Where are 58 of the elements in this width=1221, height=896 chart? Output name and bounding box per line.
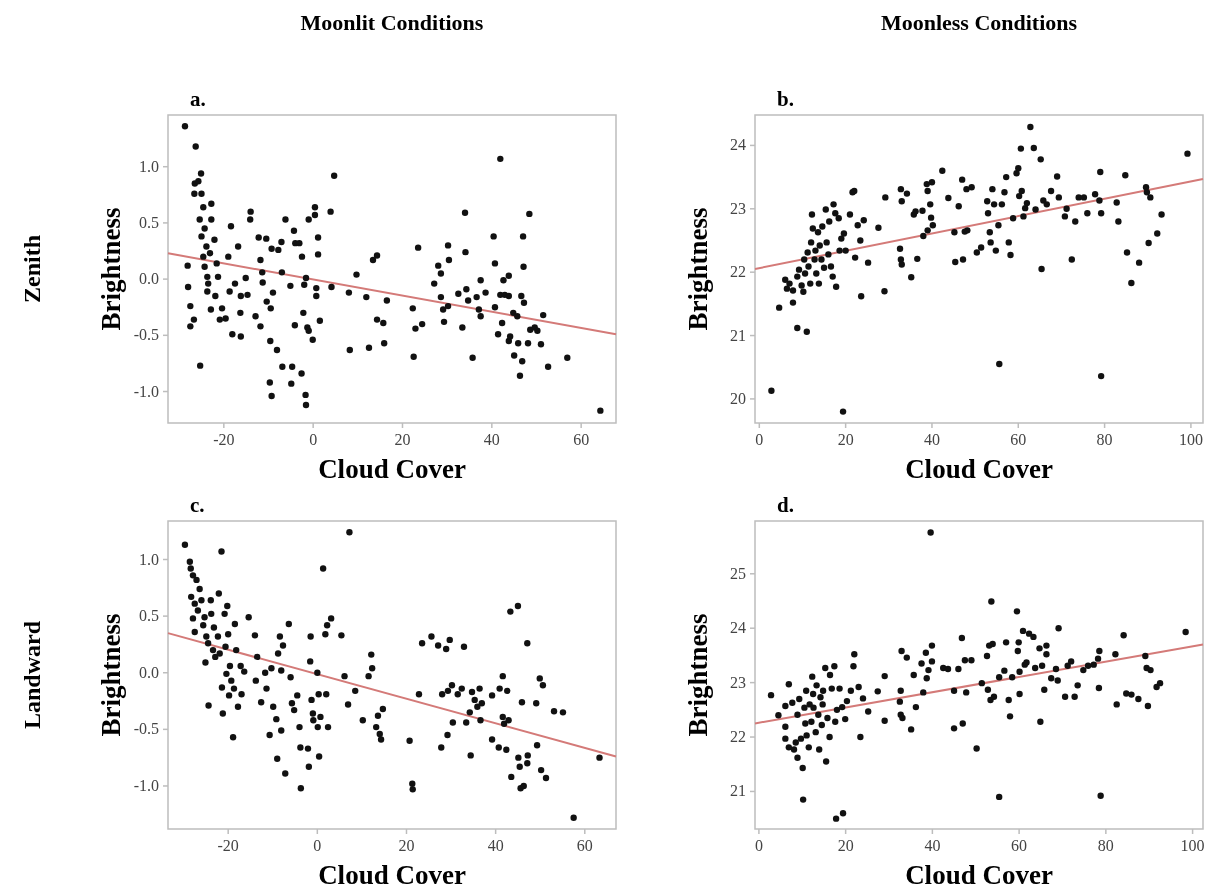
x-tick-label: 20 <box>837 431 854 448</box>
x-tick-label: 20 <box>394 431 411 448</box>
x-tick-label: 60 <box>573 431 590 448</box>
y-tick-label: 22 <box>730 728 746 746</box>
y-tick-label: 23 <box>730 673 746 691</box>
y-tick-label: 24 <box>730 136 746 154</box>
y-tick-label: 0.5 <box>139 607 159 625</box>
x-tick-label: -20 <box>213 431 235 448</box>
x-axis-title: Cloud Cover <box>905 860 1053 890</box>
y-tick-label: 21 <box>730 782 746 800</box>
y-tick-label: -0.5 <box>133 720 159 738</box>
y-tick-label: 21 <box>730 326 746 344</box>
x-tick-label: 60 <box>1011 837 1028 854</box>
chart-title: d. <box>777 493 794 517</box>
y-axis-title: Brightness <box>96 207 126 331</box>
y-tick-label: 24 <box>730 619 746 637</box>
chart-title: a. <box>190 87 206 111</box>
text: Zenith <box>19 234 45 304</box>
x-tick-label: 0 <box>309 431 318 448</box>
x-tick-label: 60 <box>1010 431 1027 448</box>
chart-title: b. <box>777 87 794 111</box>
x-tick-label: 20 <box>398 837 415 854</box>
x-tick-label: 60 <box>576 837 593 854</box>
y-axis-title: Brightness <box>683 207 713 331</box>
x-axis-title: Cloud Cover <box>905 454 1053 484</box>
y-tick-label: 0.5 <box>139 213 159 231</box>
x-tick-label: 40 <box>483 431 500 448</box>
x-tick-label: 100 <box>1180 837 1205 854</box>
x-tick-label: 0 <box>755 431 764 448</box>
text: Moonlit Conditions <box>300 10 484 35</box>
x-tick-label: -20 <box>217 837 239 854</box>
x-tick-label: 100 <box>1178 431 1203 448</box>
y-axis-title: Brightness <box>96 613 126 737</box>
text: Moonless Conditions <box>880 10 1078 35</box>
x-tick-label: 80 <box>1096 431 1113 448</box>
x-tick-label: 40 <box>923 431 940 448</box>
y-tick-label: -1.0 <box>133 776 159 794</box>
x-tick-label: 0 <box>754 837 763 854</box>
y-tick-label: 23 <box>730 199 746 217</box>
x-tick-label: 20 <box>837 837 854 854</box>
x-tick-label: 40 <box>487 837 504 854</box>
text: Landward <box>19 620 45 730</box>
y-tick-label: -1.0 <box>133 382 159 400</box>
y-tick-label: 20 <box>730 389 746 407</box>
y-tick-label: 0.0 <box>139 663 159 681</box>
x-tick-label: 40 <box>924 837 941 854</box>
chart-title: c. <box>190 493 205 517</box>
y-tick-label: 22 <box>730 263 746 281</box>
y-tick-label: 0.0 <box>139 270 159 288</box>
y-axis-title: Brightness <box>683 613 713 737</box>
y-tick-label: -0.5 <box>133 326 159 344</box>
x-tick-label: 0 <box>313 837 322 854</box>
y-tick-label: 1.0 <box>139 157 159 175</box>
y-tick-label: 25 <box>730 564 746 582</box>
x-axis-title: Cloud Cover <box>318 454 466 484</box>
y-tick-label: 1.0 <box>139 550 159 568</box>
x-axis-title: Cloud Cover <box>318 860 466 890</box>
x-tick-label: 80 <box>1097 837 1114 854</box>
